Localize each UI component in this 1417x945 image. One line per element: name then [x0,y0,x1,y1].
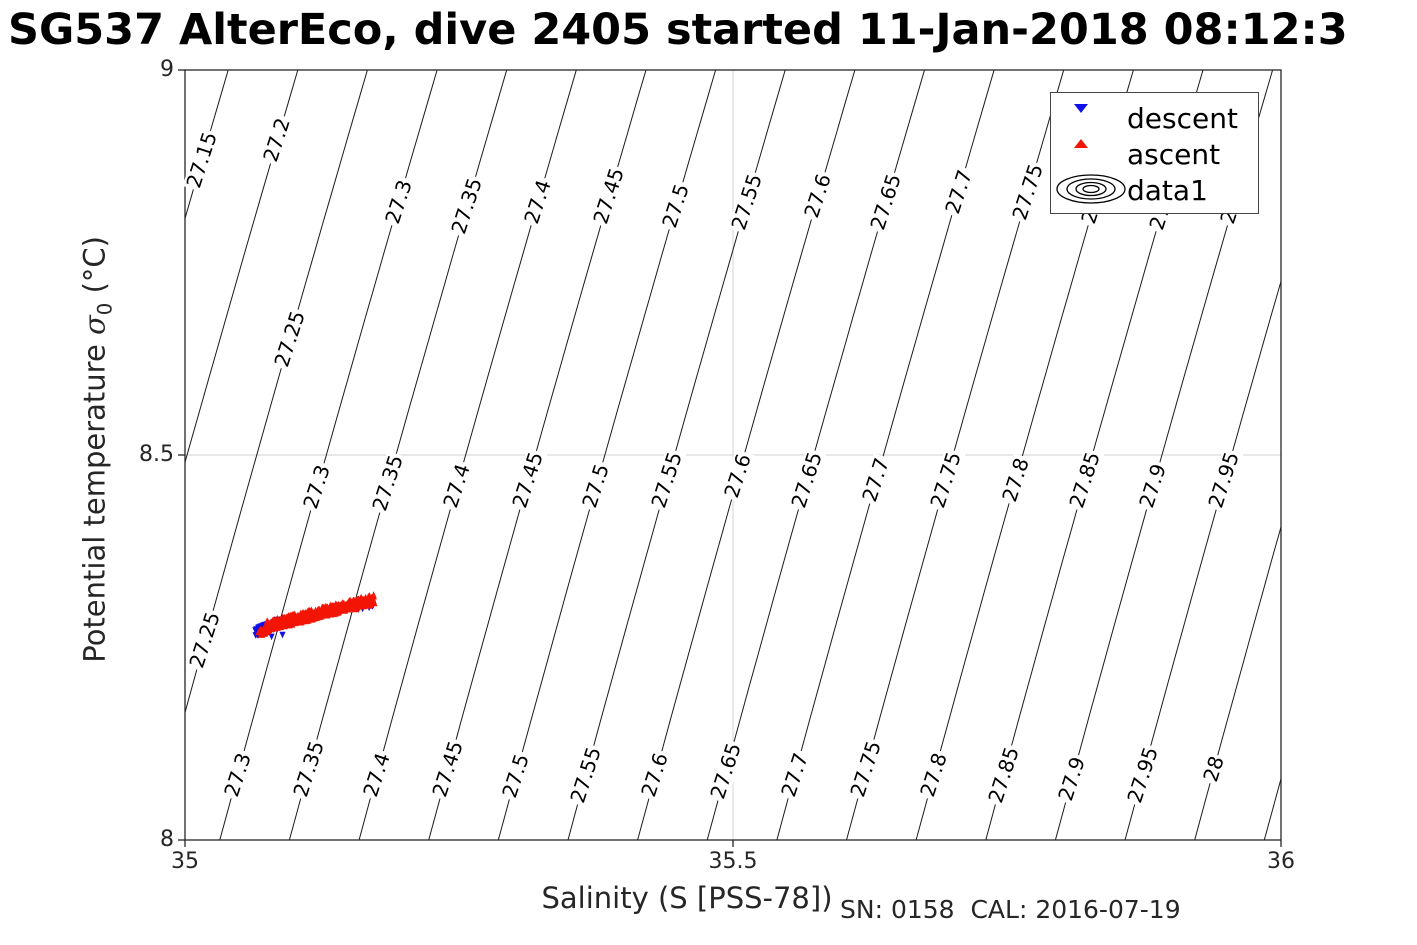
legend-label-ascent: ascent [1127,137,1221,171]
data-marker [370,592,377,600]
x-tick-label: 35 [171,849,199,874]
legend-label-descent: descent [1127,101,1238,135]
data-marker [279,631,286,639]
isopycnal-contour-line [185,70,229,221]
x-tick-label: 36 [1267,849,1295,874]
descent-triangle-icon [1071,100,1147,136]
sigma-symbol: σ [77,315,112,335]
sigma-subscript: 0 [93,302,117,316]
legend-row-descent: descent [1051,100,1258,136]
contour-rings-icon [1053,172,1129,208]
x-tick-label: 35.5 [708,849,758,874]
data-marker [371,599,378,607]
y-tick-label: 9 [160,57,174,82]
isopycnal-contour-line [1194,525,1281,840]
isopycnal-contour-line [185,70,299,465]
y-tick-label: 8.5 [139,442,174,467]
y-axis-label-units: (°C) [77,236,112,303]
series-ascent [255,591,378,638]
data-marker [268,633,275,641]
legend-row-ascent: ascent [1051,136,1258,172]
x-axis-label: Salinity (S [PSS-78]) [541,881,833,915]
y-tick-label: 8 [160,827,174,852]
legend-box: descent ascent data1 [1050,92,1259,214]
legend-row-data1: data1 [1051,172,1258,208]
y-axis-label: Potential temperature σ0 (°C) [78,129,117,769]
y-axis-label-text: Potential temperature [77,334,112,663]
figure-title: SG537 AlterEco, dive 2405 started 11-Jan… [8,5,1348,55]
sensor-calibration-annotation: SN: 0158 CAL: 2016-07-19 [840,895,1181,924]
ascent-triangle-icon [1071,136,1147,172]
data-marker [271,621,278,629]
legend-label-data1: data1 [1127,173,1208,207]
isopycnal-contour-line [1263,776,1281,840]
